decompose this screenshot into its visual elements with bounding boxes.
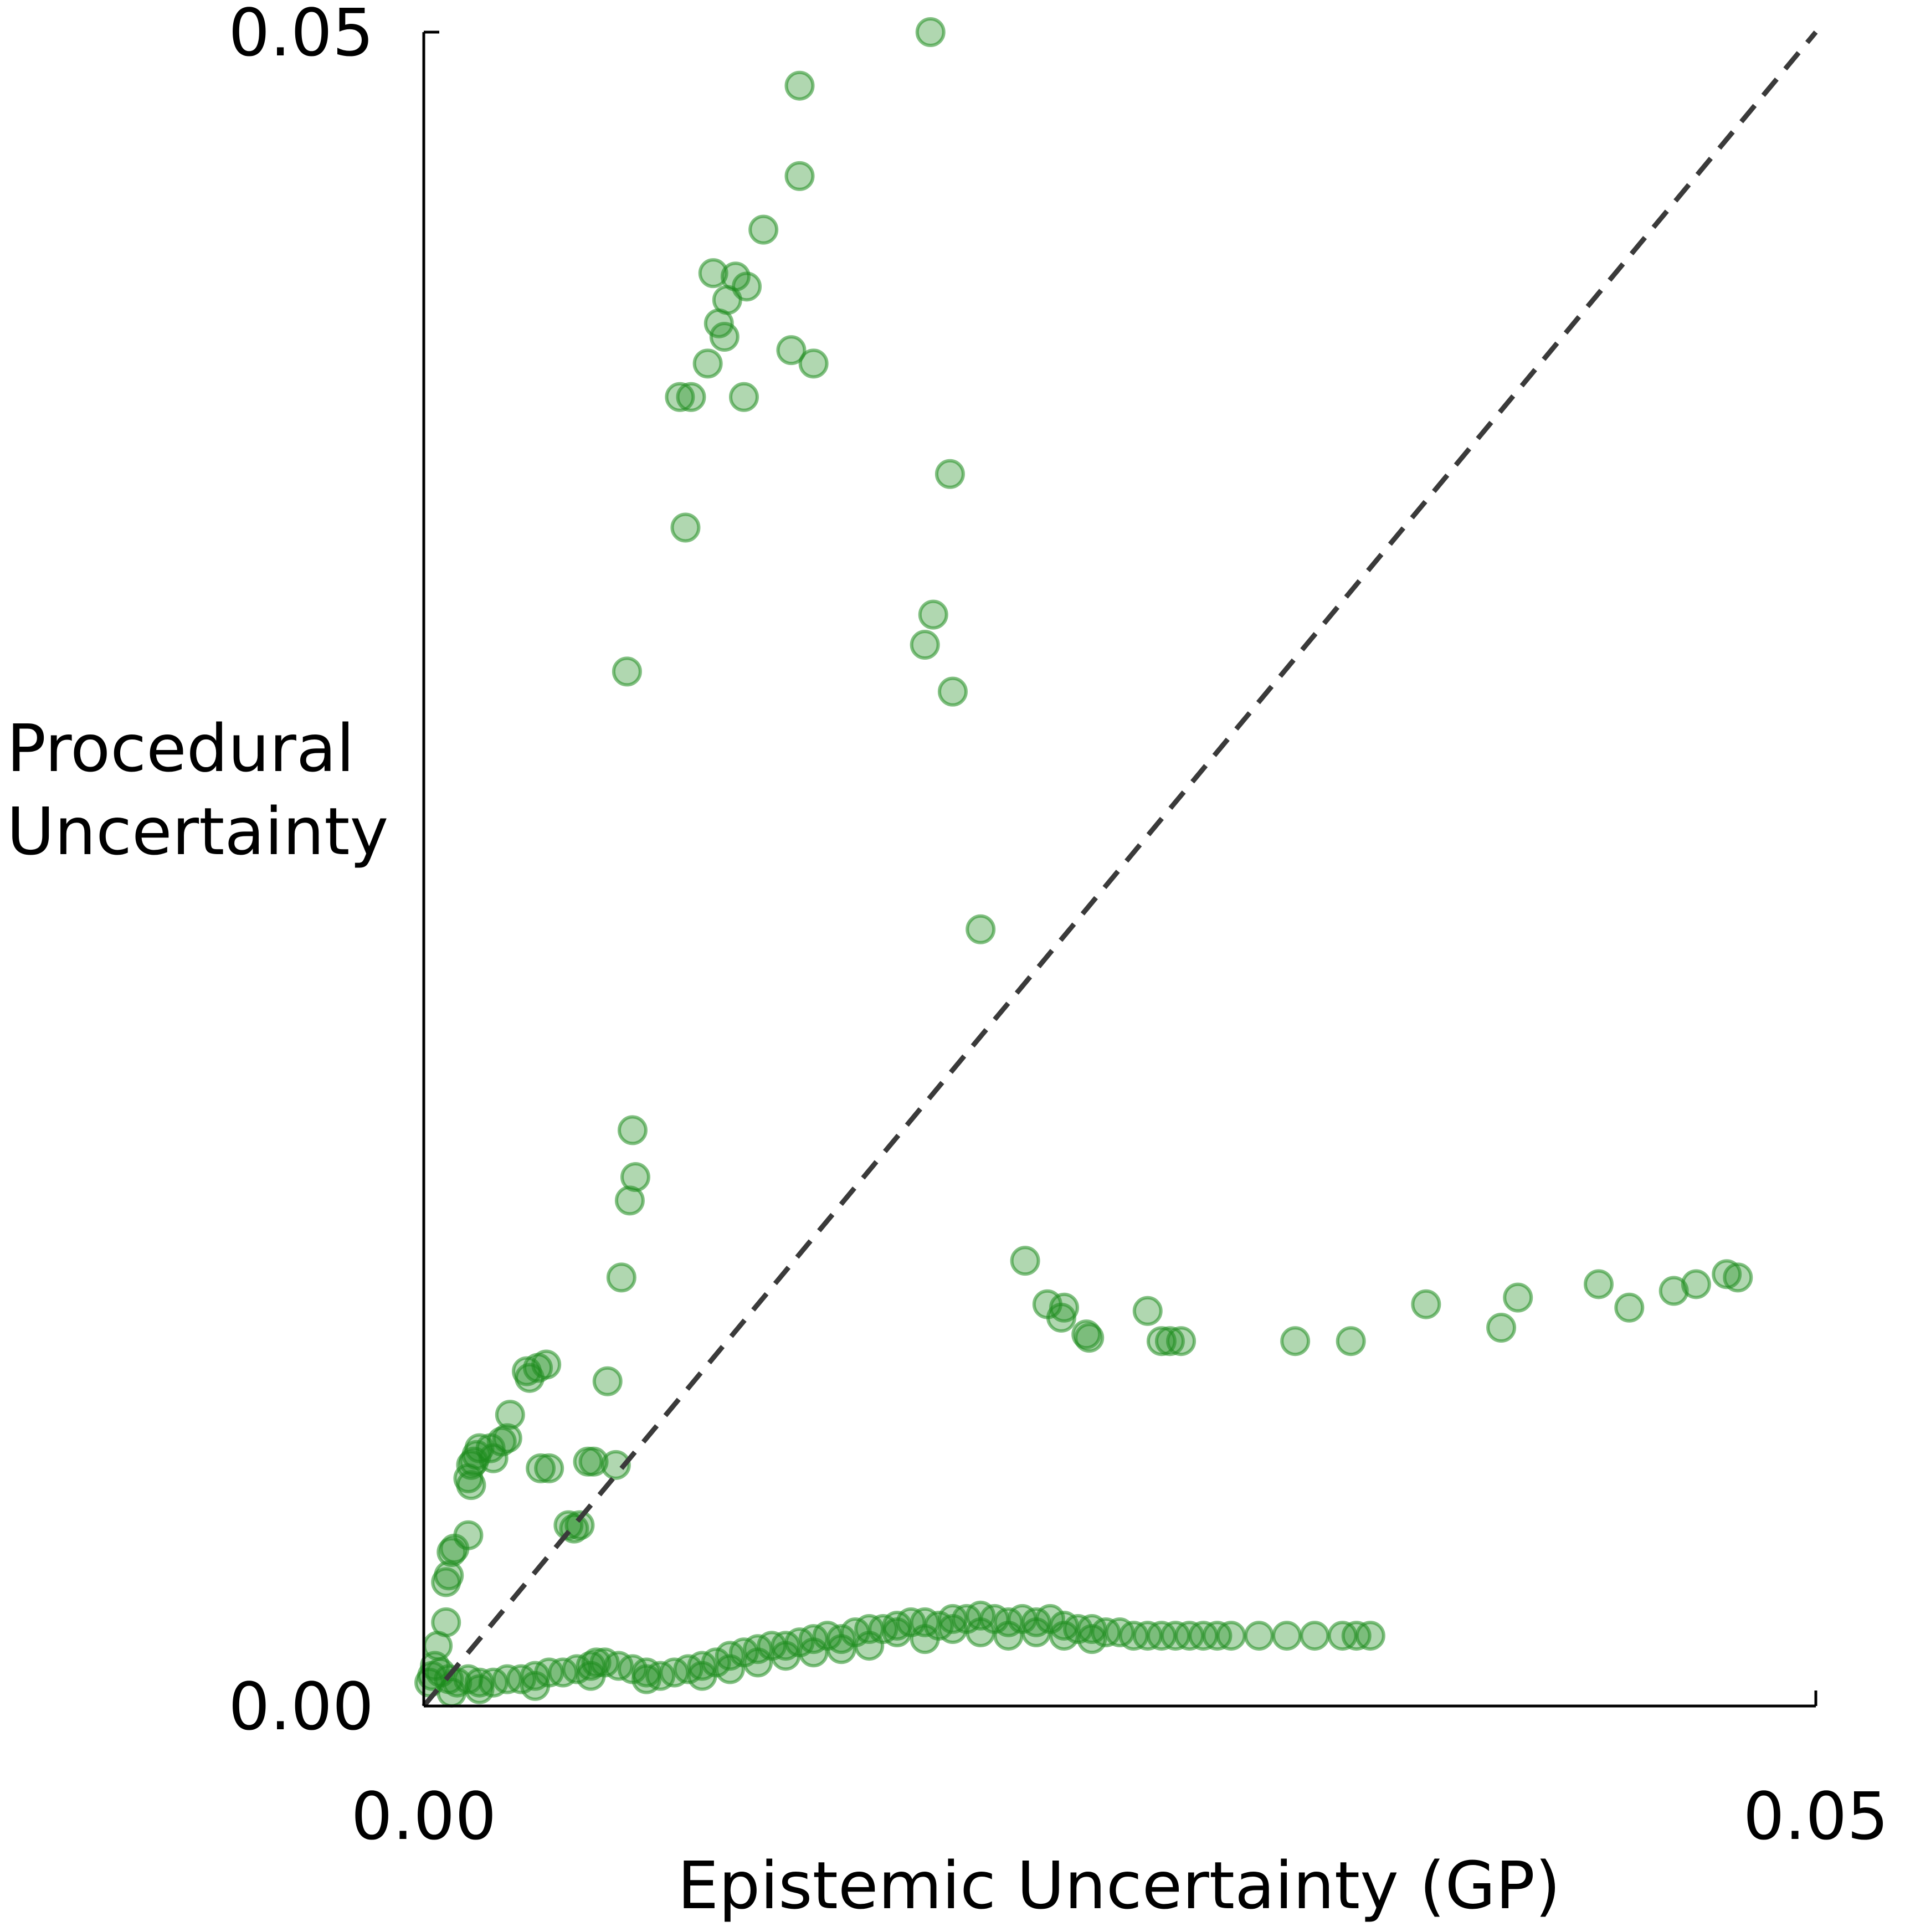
data-point-161	[715, 1654, 745, 1684]
data-point-166	[464, 1674, 495, 1704]
x-tick-label-1: 0.05	[1743, 1778, 1889, 1854]
data-point-157	[937, 1614, 968, 1644]
data-point-15	[728, 382, 759, 412]
y-tick-label-0: 0.00	[228, 1668, 374, 1745]
data-point-163	[576, 1661, 606, 1691]
data-point-141	[1216, 1621, 1246, 1651]
data-point-155	[826, 1634, 856, 1664]
data-point-4	[698, 258, 728, 289]
data-point-47	[1723, 1262, 1753, 1293]
x-tick-label-0: 0.00	[351, 1778, 497, 1854]
data-point-32	[1074, 1323, 1105, 1353]
data-point-165	[520, 1671, 551, 1701]
y-axis-title-line-2: Uncertainty	[7, 793, 388, 870]
data-point-0	[915, 17, 946, 47]
data-point-52	[592, 1366, 623, 1396]
data-point-113	[826, 1624, 856, 1654]
data-point-21	[612, 656, 642, 687]
data-points	[414, 17, 1753, 1708]
data-point-159	[1049, 1621, 1079, 1651]
data-point-142	[1244, 1621, 1274, 1651]
data-point-149	[798, 1637, 829, 1668]
data-point-11	[776, 335, 807, 366]
data-point-65	[526, 1453, 556, 1483]
data-point-12	[798, 348, 829, 379]
data-point-37	[1280, 1326, 1311, 1356]
data-point-154	[1077, 1624, 1107, 1654]
data-point-164	[631, 1664, 662, 1694]
data-point-63	[456, 1470, 486, 1501]
data-point-45	[1681, 1269, 1711, 1299]
data-point-158	[993, 1621, 1024, 1651]
data-point-38	[1336, 1326, 1366, 1356]
data-point-143	[1272, 1621, 1302, 1651]
data-point-51	[531, 1349, 562, 1380]
x-axis-title: Epistemic Uncertainty (GP)	[677, 1847, 1560, 1924]
data-point-152	[966, 1617, 996, 1648]
y-axis-title-line-1: Procedural	[7, 710, 355, 787]
data-point-13	[665, 382, 695, 412]
data-point-25	[614, 1185, 645, 1216]
data-point-160	[687, 1661, 717, 1691]
data-point-76	[431, 1567, 461, 1597]
data-point-24	[620, 1162, 650, 1193]
data-point-162	[771, 1641, 801, 1671]
data-point-30	[1046, 1302, 1076, 1333]
data-point-22	[966, 914, 996, 944]
data-point-18	[918, 599, 948, 630]
data-point-33	[1132, 1296, 1163, 1326]
data-point-167	[437, 1677, 467, 1708]
data-point-64	[534, 1453, 564, 1483]
diagonal-reference-line	[422, 30, 1818, 1708]
data-point-36	[1166, 1326, 1197, 1356]
data-point-153	[1021, 1617, 1051, 1648]
data-point-1	[784, 70, 815, 101]
data-point-42	[1583, 1269, 1614, 1299]
data-point-148	[743, 1647, 773, 1678]
data-point-156	[882, 1617, 912, 1648]
data-point-20	[937, 676, 968, 707]
data-point-3	[748, 214, 779, 245]
data-point-44	[1658, 1276, 1689, 1306]
data-point-10	[692, 348, 723, 379]
y-tick-label-1: 0.05	[228, 0, 374, 71]
data-point-27	[1010, 1246, 1040, 1276]
data-point-9	[709, 322, 740, 352]
data-point-26	[606, 1262, 636, 1293]
data-point-147	[1355, 1621, 1385, 1651]
data-point-19	[910, 630, 940, 660]
data-point-67	[578, 1446, 609, 1477]
data-point-74	[437, 1537, 467, 1567]
data-point-23	[617, 1115, 648, 1145]
data-point-144	[1300, 1621, 1330, 1651]
data-point-53	[495, 1400, 525, 1430]
data-point-40	[1486, 1313, 1517, 1343]
data-point-68	[600, 1450, 631, 1480]
data-point-2	[784, 161, 815, 191]
data-point-35	[1154, 1326, 1185, 1356]
data-point-16	[934, 459, 965, 489]
data-point-39	[1411, 1289, 1441, 1319]
data-point-150	[854, 1631, 885, 1661]
data-point-43	[1614, 1292, 1645, 1323]
data-point-17	[670, 512, 701, 543]
data-point-151	[910, 1624, 940, 1654]
data-point-14	[676, 382, 706, 412]
data-point-41	[1503, 1282, 1533, 1313]
